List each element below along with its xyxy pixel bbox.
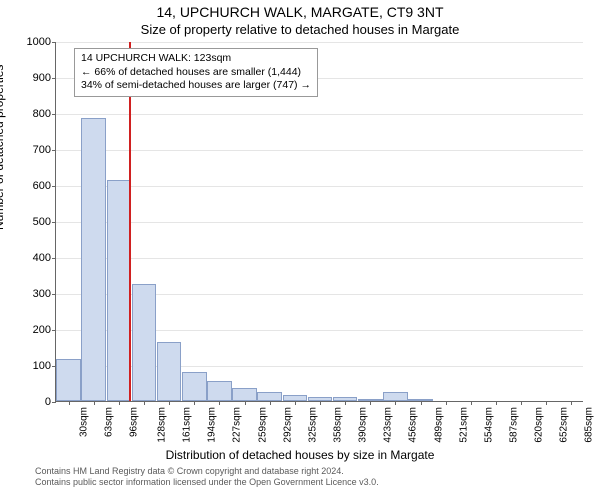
x-tick-mark xyxy=(546,401,547,405)
x-tick-label: 620sqm xyxy=(533,407,544,443)
x-axis-label: Distribution of detached houses by size … xyxy=(0,448,600,462)
histogram-bar xyxy=(157,342,182,401)
x-tick-mark xyxy=(446,401,447,405)
x-tick-mark xyxy=(219,401,220,405)
annotation-line: 34% of semi-detached houses are larger (… xyxy=(81,79,311,93)
x-tick-mark xyxy=(571,401,572,405)
gridline xyxy=(56,258,583,259)
page-subtitle: Size of property relative to detached ho… xyxy=(0,22,600,37)
histogram-bar xyxy=(56,359,81,401)
footnote-line: Contains HM Land Registry data © Crown c… xyxy=(35,466,379,477)
y-tick-mark xyxy=(52,294,56,295)
x-tick-label: 325sqm xyxy=(307,407,318,443)
x-tick-label: 227sqm xyxy=(232,407,243,443)
histogram-bar xyxy=(257,392,282,401)
x-tick-mark xyxy=(194,401,195,405)
x-tick-label: 259sqm xyxy=(257,407,268,443)
y-tick-label: 700 xyxy=(33,144,51,156)
x-tick-mark xyxy=(295,401,296,405)
x-tick-mark xyxy=(144,401,145,405)
footnote: Contains HM Land Registry data © Crown c… xyxy=(35,466,379,489)
y-tick-label: 0 xyxy=(45,396,51,408)
x-tick-label: 587sqm xyxy=(508,407,519,443)
y-tick-mark xyxy=(52,186,56,187)
histogram-bar xyxy=(207,381,232,401)
x-tick-mark xyxy=(471,401,472,405)
x-tick-mark xyxy=(245,401,246,405)
x-tick-mark xyxy=(345,401,346,405)
x-tick-label: 685sqm xyxy=(584,407,595,443)
x-tick-mark xyxy=(119,401,120,405)
y-tick-mark xyxy=(52,114,56,115)
x-tick-label: 390sqm xyxy=(357,407,368,443)
histogram-plot: 0100200300400500600700800900100030sqm63s… xyxy=(55,42,583,402)
x-tick-label: 489sqm xyxy=(433,407,444,443)
x-tick-label: 652sqm xyxy=(559,407,570,443)
gridline xyxy=(56,114,583,115)
x-tick-mark xyxy=(521,401,522,405)
y-tick-label: 200 xyxy=(33,324,51,336)
footnote-line: Contains public sector information licen… xyxy=(35,477,379,488)
y-tick-mark xyxy=(52,42,56,43)
annotation-line: 14 UPCHURCH WALK: 123sqm xyxy=(81,52,311,66)
x-tick-label: 292sqm xyxy=(282,407,293,443)
x-tick-mark xyxy=(169,401,170,405)
x-tick-label: 63sqm xyxy=(103,407,114,437)
y-tick-label: 900 xyxy=(33,72,51,84)
y-tick-mark xyxy=(52,402,56,403)
gridline xyxy=(56,42,583,43)
x-tick-label: 161sqm xyxy=(181,407,192,443)
x-tick-label: 358sqm xyxy=(332,407,343,443)
x-tick-mark xyxy=(270,401,271,405)
annotation-line: ← 66% of detached houses are smaller (1,… xyxy=(81,66,311,80)
x-tick-label: 423sqm xyxy=(383,407,394,443)
x-tick-mark xyxy=(69,401,70,405)
annotation-box: 14 UPCHURCH WALK: 123sqm ← 66% of detach… xyxy=(74,48,318,97)
y-tick-label: 1000 xyxy=(27,36,51,48)
histogram-bar xyxy=(383,392,408,401)
y-tick-label: 400 xyxy=(33,252,51,264)
x-tick-mark xyxy=(370,401,371,405)
gridline xyxy=(56,222,583,223)
x-tick-mark xyxy=(320,401,321,405)
x-tick-mark xyxy=(496,401,497,405)
y-tick-mark xyxy=(52,258,56,259)
x-tick-label: 456sqm xyxy=(408,407,419,443)
x-tick-label: 521sqm xyxy=(458,407,469,443)
histogram-bar xyxy=(232,388,257,401)
y-tick-mark xyxy=(52,150,56,151)
page-title: 14, UPCHURCH WALK, MARGATE, CT9 3NT xyxy=(0,4,600,20)
y-tick-label: 300 xyxy=(33,288,51,300)
x-tick-label: 128sqm xyxy=(156,407,167,443)
x-tick-label: 194sqm xyxy=(207,407,218,443)
y-tick-mark xyxy=(52,330,56,331)
x-tick-mark xyxy=(421,401,422,405)
x-tick-mark xyxy=(395,401,396,405)
y-tick-label: 800 xyxy=(33,108,51,120)
x-tick-mark xyxy=(94,401,95,405)
y-tick-label: 500 xyxy=(33,216,51,228)
y-tick-label: 100 xyxy=(33,360,51,372)
x-tick-label: 96sqm xyxy=(128,407,139,437)
y-tick-mark xyxy=(52,78,56,79)
y-axis-label: Number of detached properties xyxy=(0,65,6,230)
gridline xyxy=(56,150,583,151)
histogram-bar xyxy=(107,180,132,401)
y-tick-mark xyxy=(52,222,56,223)
gridline xyxy=(56,186,583,187)
x-tick-label: 554sqm xyxy=(483,407,494,443)
histogram-bar xyxy=(182,372,207,401)
x-tick-label: 30sqm xyxy=(78,407,89,437)
y-tick-label: 600 xyxy=(33,180,51,192)
histogram-bar xyxy=(132,284,157,401)
histogram-bar xyxy=(81,118,106,401)
